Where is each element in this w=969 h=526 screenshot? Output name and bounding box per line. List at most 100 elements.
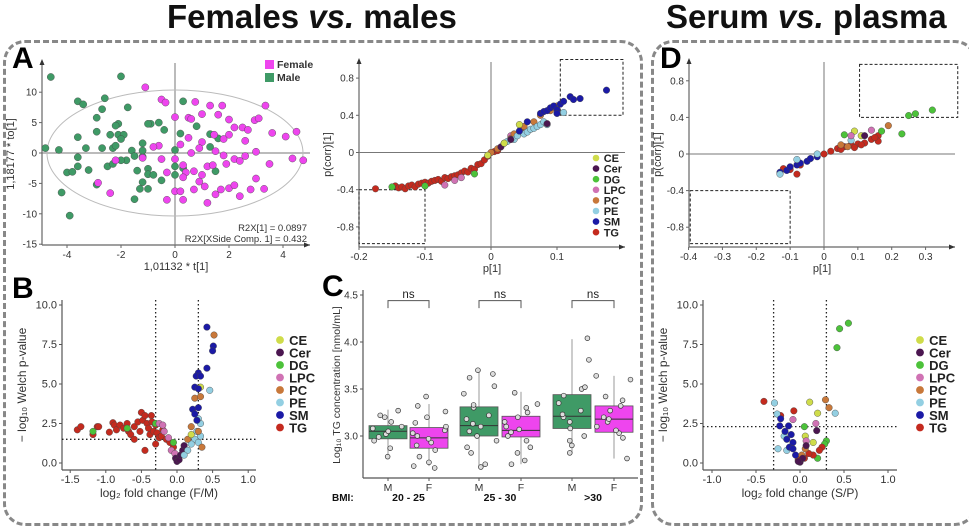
data-point-ce [500,139,508,147]
data-point-tg [95,423,103,431]
data-point-tg [857,141,865,149]
title-females-vs-males: Females vs. males [167,0,457,36]
data-point-female [241,152,249,160]
data-point-female [268,129,277,137]
panel-label-a: A [12,42,34,75]
jitter-point [607,407,613,414]
r2x-annotation: R2X[XSide Comp. 1] = 0.432 [185,234,307,245]
data-point-cer [543,120,551,128]
data-point-male [117,135,125,143]
data-point-tg [112,426,120,434]
data-point-female [211,147,220,155]
legend-label: Cer [929,345,951,360]
legend-label: Female [277,59,313,71]
y-tick-label: -0.8 [337,222,355,233]
data-point-male [192,122,201,131]
r2x-annotation: R2X[1] = 0.0897 [238,223,307,234]
data-point-female [198,171,206,179]
sex-label: F [426,482,432,494]
data-point-pe [776,170,784,178]
legend-label: PE [604,206,619,218]
legend-label: SM [289,408,309,423]
legend-dot [592,228,600,236]
data-point-female [208,161,217,169]
data-point-dg [905,112,913,120]
legend-dot [916,373,924,382]
data-point-male [130,195,139,204]
data-point-dg [833,344,841,352]
y-tick-label: 0 [348,148,354,159]
data-point-dg [388,183,396,191]
data-point-sm [196,372,204,380]
jitter-point [387,445,393,451]
sex-label: M [384,482,393,494]
legend-label: TG [289,420,307,435]
data-point-female [187,115,195,123]
data-point-sm [789,445,797,453]
y-tick-label: -0.8 [667,223,685,234]
selection-box [689,190,791,245]
legend-swatch [265,60,274,69]
data-point-female [190,167,198,176]
data-point-sm [203,323,211,331]
y-tick-label: 10 [26,88,38,99]
x-tick-label: -0.2 [748,252,766,263]
data-point-tg [141,446,149,454]
data-point-sm [776,422,784,430]
jitter-point [423,393,429,400]
x-tick-label: -0.1 [782,252,800,263]
data-point-pc [184,435,192,443]
significance-bracket [387,300,430,309]
jitter-point [464,444,470,451]
data-point-sm [783,435,791,443]
data-point-pe [770,399,778,407]
y-tick-label: 0.0 [42,458,57,470]
legend-dot [592,218,600,225]
data-point-lpc [847,132,855,140]
y-tick-label: 7.5 [683,339,698,351]
sex-label: F [611,482,617,494]
jitter-point [416,453,423,460]
x-tick-label: -0.2 [350,252,368,263]
data-point-female [161,98,170,107]
y-tick-label: -10 [23,209,38,220]
data-point-pc [822,396,830,404]
bmi-label: BMI: [332,493,354,504]
data-point-female [138,154,147,162]
data-point-lpc [441,181,449,189]
legend-label: SM [929,408,949,423]
x-tick-label: 0 [172,250,178,261]
jitter-point [627,376,634,383]
data-point-female [94,178,102,187]
data-point-pc [884,122,892,130]
y-tick-label: -0.4 [337,185,355,196]
legend-label: TG [929,420,947,435]
data-point-male [55,146,63,154]
data-point-pe [180,451,188,459]
y-tick-label: 7.5 [42,339,57,351]
data-point-sm [560,97,568,105]
jitter-point [617,403,624,409]
sex-label: M [568,482,577,494]
data-point-female [246,185,255,194]
jitter-point [468,450,474,456]
jitter-point [442,408,449,415]
data-point-pc [194,427,202,435]
data-point-female [225,115,233,124]
data-point-male [160,126,168,134]
data-point-male [106,130,114,139]
data-point-dg [421,182,429,190]
data-point-female [235,192,244,200]
data-point-male [57,188,66,197]
jitter-point [555,400,562,406]
legend-dot [916,348,924,357]
data-point-tg [105,428,113,436]
y-axis-label: p(corr)[1] [652,132,664,177]
data-point-ce [515,121,523,129]
data-point-male [98,144,106,152]
data-point-cer [813,427,821,435]
data-point-tg [147,412,155,420]
x-tick-label: 0.0 [169,474,184,486]
y-tick-label: 10.0 [677,300,698,312]
